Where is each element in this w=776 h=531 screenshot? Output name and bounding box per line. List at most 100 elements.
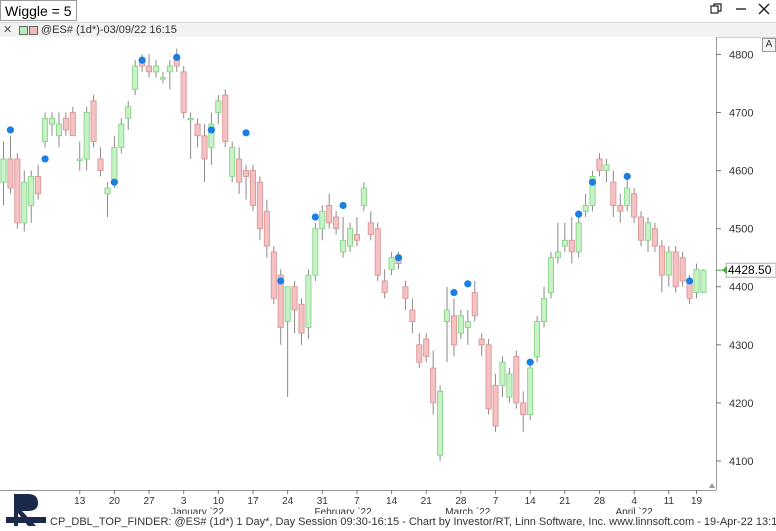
candle-down bbox=[568, 239, 575, 253]
candle-down bbox=[651, 228, 658, 247]
candle-down bbox=[263, 210, 270, 247]
candle-down bbox=[478, 338, 485, 346]
candle-down bbox=[631, 193, 638, 218]
candle-up bbox=[187, 117, 194, 121]
candle-up bbox=[42, 117, 49, 142]
restore-icon[interactable] bbox=[706, 2, 726, 20]
candle-up bbox=[215, 100, 222, 113]
candle-up bbox=[305, 274, 312, 328]
candle-up bbox=[104, 187, 111, 195]
study-label[interactable]: Wiggle = 5 bbox=[0, 0, 77, 21]
window-titlebar: Wiggle = 5 bbox=[0, 0, 776, 23]
x-tick-label: 31 bbox=[317, 496, 329, 507]
y-tick-label: 4100 bbox=[729, 456, 753, 468]
candle-down bbox=[222, 94, 229, 142]
candle-down bbox=[374, 228, 381, 276]
candle-down bbox=[492, 385, 499, 427]
x-tick-label: 24 bbox=[282, 496, 294, 507]
candle-up bbox=[125, 106, 132, 119]
candle-down bbox=[270, 251, 277, 299]
candle-down bbox=[97, 158, 104, 171]
scroll-up-icon[interactable] bbox=[709, 483, 715, 488]
y-tick-label: 4300 bbox=[729, 340, 753, 352]
candle-down bbox=[402, 286, 409, 299]
candle-up bbox=[499, 361, 506, 386]
candle-up bbox=[693, 268, 700, 293]
x-tick-label: 21 bbox=[559, 496, 571, 507]
investor-rt-logo bbox=[6, 494, 46, 526]
candle-down bbox=[430, 367, 437, 404]
signal-marker bbox=[588, 178, 597, 186]
candle-down bbox=[173, 59, 180, 67]
candle-up bbox=[346, 228, 353, 247]
candle-down bbox=[194, 123, 201, 137]
candle-down bbox=[291, 286, 298, 311]
candle-down bbox=[596, 158, 603, 171]
candle-up bbox=[111, 146, 118, 183]
plot-area bbox=[0, 37, 716, 490]
footer-bar: CP_DBL_TOP_FINDER: @ES# (1d*) 1 Day*, Da… bbox=[0, 514, 776, 531]
signal-marker bbox=[394, 254, 403, 262]
footer-text: CP_DBL_TOP_FINDER: @ES# (1d*) 1 Day*, Da… bbox=[50, 516, 776, 528]
candle-up bbox=[541, 297, 548, 322]
signal-marker bbox=[311, 213, 319, 221]
x-month-label: February `22 bbox=[314, 506, 372, 514]
candle-up bbox=[561, 239, 568, 247]
chart-header: ✕ @ES# (1d*)-03/09/22 16:15 bbox=[0, 23, 776, 38]
signal-marker bbox=[173, 53, 181, 61]
close-icon[interactable]: ✕ bbox=[3, 24, 13, 36]
candle-down bbox=[450, 315, 457, 346]
y-tick-label: 4500 bbox=[729, 224, 753, 236]
x-month-label: March `22 bbox=[445, 506, 490, 514]
candle-down bbox=[471, 292, 478, 317]
signal-marker bbox=[685, 277, 694, 285]
candle-up bbox=[159, 77, 166, 80]
chart-title: @ES# (1d*)-03/09/22 16:15 bbox=[41, 24, 177, 36]
candle-up bbox=[132, 65, 139, 90]
x-month-label: April `22 bbox=[616, 506, 654, 514]
candle-up bbox=[444, 309, 451, 322]
candle-up bbox=[118, 123, 125, 148]
signal-marker bbox=[277, 277, 285, 285]
minimize-icon[interactable] bbox=[731, 2, 751, 20]
up-color-swatch[interactable] bbox=[19, 26, 28, 35]
candle-down bbox=[367, 222, 374, 235]
candle-up bbox=[547, 257, 554, 293]
close-icon[interactable] bbox=[754, 2, 774, 20]
candle-up bbox=[76, 158, 83, 161]
down-color-swatch[interactable] bbox=[29, 26, 38, 35]
candle-down bbox=[90, 100, 97, 142]
candle-up bbox=[582, 205, 589, 212]
candle-up bbox=[152, 65, 159, 73]
candle-down bbox=[638, 216, 645, 241]
candle-up bbox=[554, 251, 561, 259]
candle-up bbox=[360, 187, 367, 206]
candle-down bbox=[520, 402, 527, 415]
candle-down bbox=[485, 344, 492, 410]
candle-up bbox=[464, 321, 471, 328]
candle-down bbox=[409, 309, 416, 322]
x-tick-label: 4 bbox=[631, 496, 637, 507]
candle-down bbox=[333, 216, 340, 230]
candle-down bbox=[146, 65, 153, 73]
y-tick-label: 4600 bbox=[729, 166, 753, 178]
candle-up bbox=[506, 373, 513, 398]
candle-down bbox=[326, 205, 333, 224]
x-tick-label: 28 bbox=[594, 496, 606, 507]
candle-up bbox=[665, 251, 672, 276]
y-tick-label: 4400 bbox=[729, 282, 753, 294]
x-tick-label: 21 bbox=[421, 496, 433, 507]
candle-up bbox=[21, 181, 28, 224]
x-month-label: January `22 bbox=[171, 506, 224, 514]
x-tick-label: 14 bbox=[525, 496, 537, 507]
x-tick-label: 10 bbox=[213, 496, 225, 507]
candle-up bbox=[457, 315, 464, 334]
candle-down bbox=[679, 257, 686, 282]
candle-up bbox=[208, 123, 215, 148]
signal-marker bbox=[450, 288, 458, 297]
candle-down bbox=[249, 170, 256, 206]
y-tick-label: 4800 bbox=[729, 49, 753, 61]
candle-down bbox=[7, 158, 14, 189]
signal-marker bbox=[6, 126, 15, 134]
